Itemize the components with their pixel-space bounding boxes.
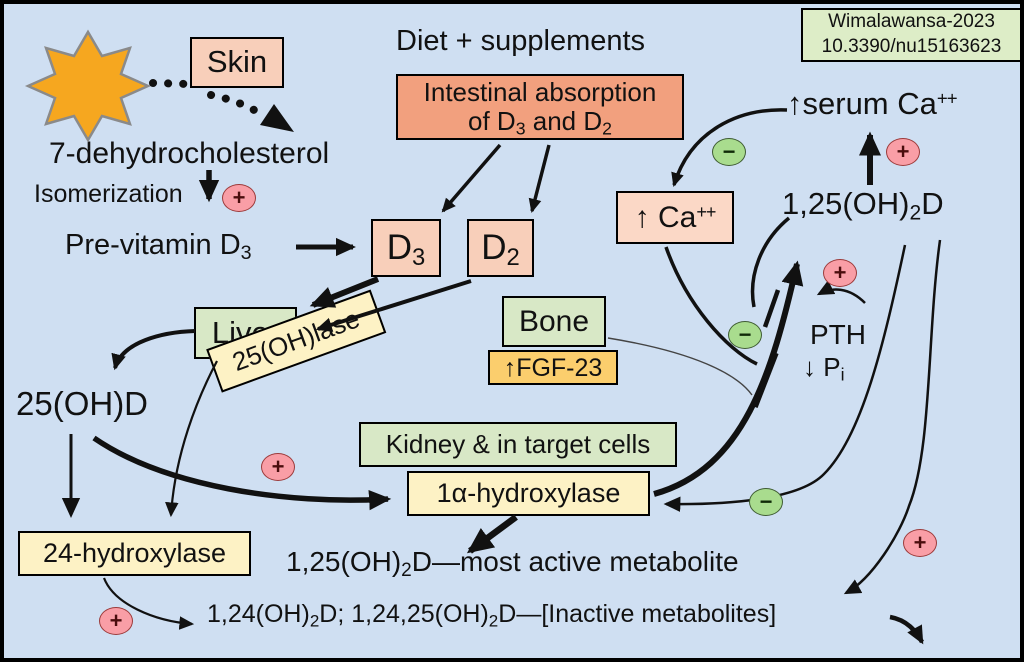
25oh-lase-box: 25(OH)lase [206,289,387,393]
liver-to-25ohd-arrow [111,329,196,371]
bone-box: Bone [502,296,606,347]
25ohd-to-1a-hydroxylase-arrow [92,435,392,511]
skin-to-dehydro-arrowhead [260,104,294,132]
plus-badge-25ohd-to-1a: + [261,453,295,481]
isomerization-label: Isomerization [34,180,183,208]
intestinal-absorption-box: Intestinal absorption of D3 and D2 [396,74,684,140]
fgf23-inhibit-line [607,337,753,396]
24-hydroxylase-box: 24-hydroxylase [18,531,251,576]
uv-label: UV [56,63,107,104]
intestinal-line1: Intestinal absorption [423,76,657,107]
uv-to-skin-dotted-arrow [149,79,192,88]
125ohd-feedback-to-1a-arrow [663,244,907,512]
citation-line1: Wimalawansa-2023 [828,11,995,33]
dehydrocholesterol-label: 7-dehydrocholesterol [49,137,330,170]
minus-badge-serum-to-ca: − [712,138,746,166]
serum-calcium-label: ↑serum Ca++ [787,86,958,121]
phosphate-label: ↓ Pi [803,352,845,385]
inactive-metabolites-tail-arrow [889,614,924,645]
diet-label: Diet + supplements [396,25,646,57]
plus-badge-1a-to-125ohd: + [823,259,857,287]
minus-badge-pth-axis: − [728,321,762,349]
d3-box: D3 [371,219,441,277]
kidney-box: Kidney & in target cells [359,422,677,467]
pth-stimulates-arrow [816,280,866,304]
citation-box: Wimalawansa-2023 10.3390/nu15163623 [801,8,1020,62]
active-metabolite-label: 1,25(OH)2D—most active metabolite [286,546,739,581]
1a-hydroxylase-box: 1α-hydroxylase [407,471,650,516]
125ohd-right-label: 1,25(OH)2D [782,186,944,225]
plus-badge-serum-ca: + [886,138,920,166]
inhibit-slash-1 [762,289,781,328]
skin-to-dehydro-dotted-arrow [207,91,260,115]
plus-badge-to-inactive: + [903,529,937,557]
d2-box: D2 [467,219,534,277]
inactive-metabolites-label: 1,24(OH)2D; 1,24,25(OH)2D—[Inactive meta… [207,600,777,631]
plus-badge-24h-pathway: + [99,607,133,635]
citation-line2: 10.3390/nu15163623 [821,36,1002,57]
liver-to-24hydroxylase-arrow [165,360,218,518]
plus-badge-isomerization: + [222,184,256,212]
intestinal-line2: of D3 and D2 [468,106,612,139]
intestinal-to-d2-arrow [528,144,551,213]
25ohd-label: 25(OH)D [16,385,149,422]
pth-label: PTH [810,319,866,350]
fgf23-box: ↑FGF-23 [488,350,618,385]
intestinal-to-d3-arrow [441,143,502,213]
skin-box: Skin [190,37,284,88]
minus-badge-feedback-1a: − [749,488,783,516]
previtamin-d3-label: Pre-vitamin D3 [65,229,252,264]
125ohd-inhibits-pth-line [750,216,791,308]
inhibit-slash-2 [752,352,779,408]
calcium-box: ↑ Ca++ [616,191,734,244]
